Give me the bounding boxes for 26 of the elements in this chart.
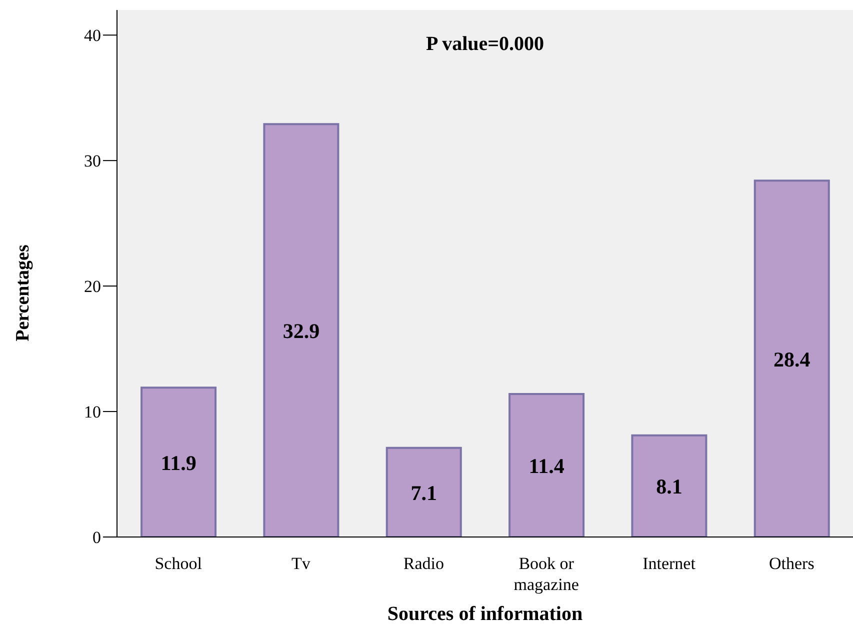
- data-label: 28.4: [773, 347, 811, 372]
- x-tick-label: Radio: [403, 554, 444, 573]
- data-label: 32.9: [282, 319, 320, 344]
- y-tick-label: 0: [92, 528, 101, 548]
- bar: [140, 386, 217, 537]
- x-tick-label: Book or magazine: [514, 554, 579, 594]
- y-tick-label: 20: [84, 277, 101, 296]
- y-tick-label: 30: [84, 152, 101, 171]
- x-tick-label: Tv: [292, 554, 311, 573]
- data-label: 7.1: [410, 480, 437, 505]
- data-label: 11.9: [160, 450, 196, 475]
- data-label: 11.4: [528, 454, 565, 478]
- data-label: 8.1: [656, 474, 682, 499]
- bar: [754, 180, 830, 537]
- x-tick-label: Others: [769, 554, 814, 573]
- x-tick-label: School: [154, 554, 202, 573]
- bar: [508, 392, 585, 537]
- y-tick-label: 40: [84, 26, 101, 46]
- annotation: P value=0.000: [424, 33, 546, 56]
- bar: [386, 446, 462, 537]
- x-axis-title: Sources of information: [386, 603, 584, 626]
- bar: [631, 434, 708, 537]
- y-tick-label: 10: [84, 402, 101, 422]
- bar: [263, 123, 340, 537]
- x-tick-label: Internet: [642, 554, 696, 573]
- y-axis-title: Percentages: [12, 244, 34, 342]
